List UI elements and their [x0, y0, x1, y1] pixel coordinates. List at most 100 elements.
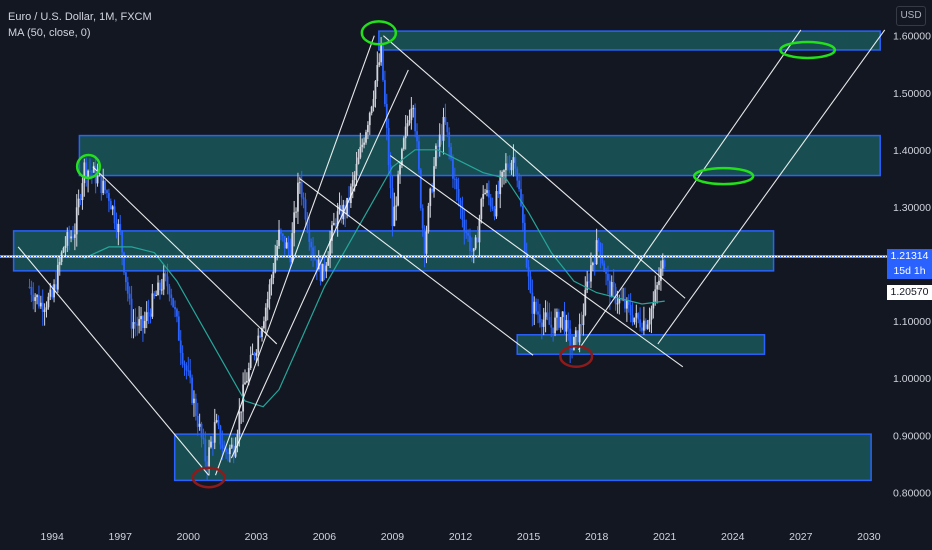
candle-body [660, 268, 662, 281]
candle-body [450, 147, 452, 159]
green-highlight-ellipse[interactable] [779, 40, 837, 60]
trend-line[interactable] [578, 29, 802, 350]
candle-body [81, 183, 84, 201]
candle-body [70, 236, 72, 239]
support-resistance-zone[interactable] [12, 230, 775, 272]
candle-body [87, 170, 89, 179]
candle-body [599, 243, 602, 257]
candle-body [644, 320, 647, 329]
support-resistance-zone[interactable] [78, 134, 881, 177]
candle-body [380, 44, 383, 63]
candle-body [249, 354, 252, 368]
candle-body [355, 163, 358, 176]
red-highlight-ellipse[interactable] [191, 466, 226, 489]
candle-body [406, 123, 409, 127]
candle-body [128, 293, 131, 299]
trend-line[interactable] [383, 35, 686, 299]
support-resistance-zone[interactable] [378, 30, 881, 51]
candle-body [100, 175, 103, 193]
candle-body [423, 228, 426, 254]
candle-body [510, 162, 513, 171]
price-tick-label: 1.10000 [893, 316, 931, 328]
candle-body [202, 437, 205, 440]
candle-body [107, 193, 110, 201]
candle-body [92, 165, 95, 173]
candle-body [582, 314, 585, 326]
candle-body [529, 276, 532, 293]
candle-body [448, 132, 451, 148]
candle-body [567, 320, 570, 329]
candle-body [210, 441, 212, 448]
symbol-title[interactable]: Euro / U.S. Dollar, 1M, FXCM [8, 11, 152, 23]
green-highlight-ellipse[interactable] [75, 153, 102, 180]
trend-line[interactable] [299, 177, 534, 356]
support-resistance-zone[interactable] [173, 433, 872, 482]
trend-line[interactable] [657, 29, 886, 345]
candle-body [55, 284, 57, 290]
candle-body [194, 398, 197, 416]
candle-body [537, 311, 539, 315]
candle-body [584, 289, 587, 315]
green-highlight-ellipse[interactable] [360, 20, 398, 46]
candle-body [561, 311, 564, 318]
countdown-label: 15d 1h [887, 264, 932, 279]
candle-body [264, 307, 267, 322]
candle-body [559, 317, 562, 328]
indicator-label[interactable]: MA (50, close, 0) [8, 27, 91, 39]
candle-body [32, 294, 35, 301]
candle-body [557, 311, 560, 328]
price-tick-label: 1.00000 [893, 373, 931, 385]
candle-body [444, 116, 447, 123]
candle-body [418, 141, 420, 170]
trend-line[interactable] [389, 155, 684, 368]
candle-body [45, 307, 48, 310]
chart-legend: Euro / U.S. Dollar, 1M, FXCM MA (50, clo… [8, 9, 152, 41]
candle-body [629, 304, 632, 316]
price-tick-label: 1.60000 [893, 31, 931, 43]
support-resistance-zone[interactable] [516, 334, 766, 355]
candle-body [387, 127, 390, 166]
candle-body [143, 320, 146, 328]
candle-body [527, 266, 530, 277]
time-tick-label: 2006 [313, 531, 337, 543]
candle-body [590, 265, 592, 282]
candle-body [332, 222, 335, 226]
candle-body [614, 286, 617, 304]
candle-body [487, 190, 490, 198]
candle-body [372, 98, 375, 107]
ma-value-label: 1.20570 [887, 285, 932, 301]
trend-line[interactable] [17, 246, 210, 476]
candle-body [251, 353, 254, 355]
candle-body [179, 340, 182, 353]
candle-body [504, 163, 507, 171]
candle-body [467, 232, 469, 236]
time-tick-label: 1997 [109, 531, 133, 543]
candle-body [625, 300, 628, 309]
trend-line[interactable] [214, 35, 375, 476]
trend-line[interactable] [92, 166, 278, 345]
candle-body [346, 197, 348, 214]
candle-body [442, 116, 445, 141]
candle-body [631, 315, 634, 323]
candle-body [605, 271, 607, 274]
currency-button[interactable]: USD [896, 6, 926, 26]
candle-body [391, 188, 394, 227]
red-highlight-ellipse[interactable] [559, 344, 594, 369]
time-tick-label: 1994 [40, 531, 64, 543]
candle-body [266, 299, 269, 308]
candle-body [363, 142, 366, 145]
candle-body [259, 335, 262, 337]
green-highlight-ellipse[interactable] [692, 166, 755, 186]
candle-body [193, 398, 195, 404]
time-tick-label: 2027 [789, 531, 813, 543]
candle-body [306, 219, 309, 230]
candle-body [234, 446, 237, 457]
candle-body [187, 370, 190, 372]
candle-body [408, 120, 411, 124]
candle-body [382, 44, 384, 81]
candle-body [340, 205, 343, 220]
candle-body [607, 273, 609, 281]
trend-line[interactable] [230, 69, 409, 459]
time-axis-area[interactable] [0, 523, 932, 550]
candle-body [627, 300, 630, 305]
